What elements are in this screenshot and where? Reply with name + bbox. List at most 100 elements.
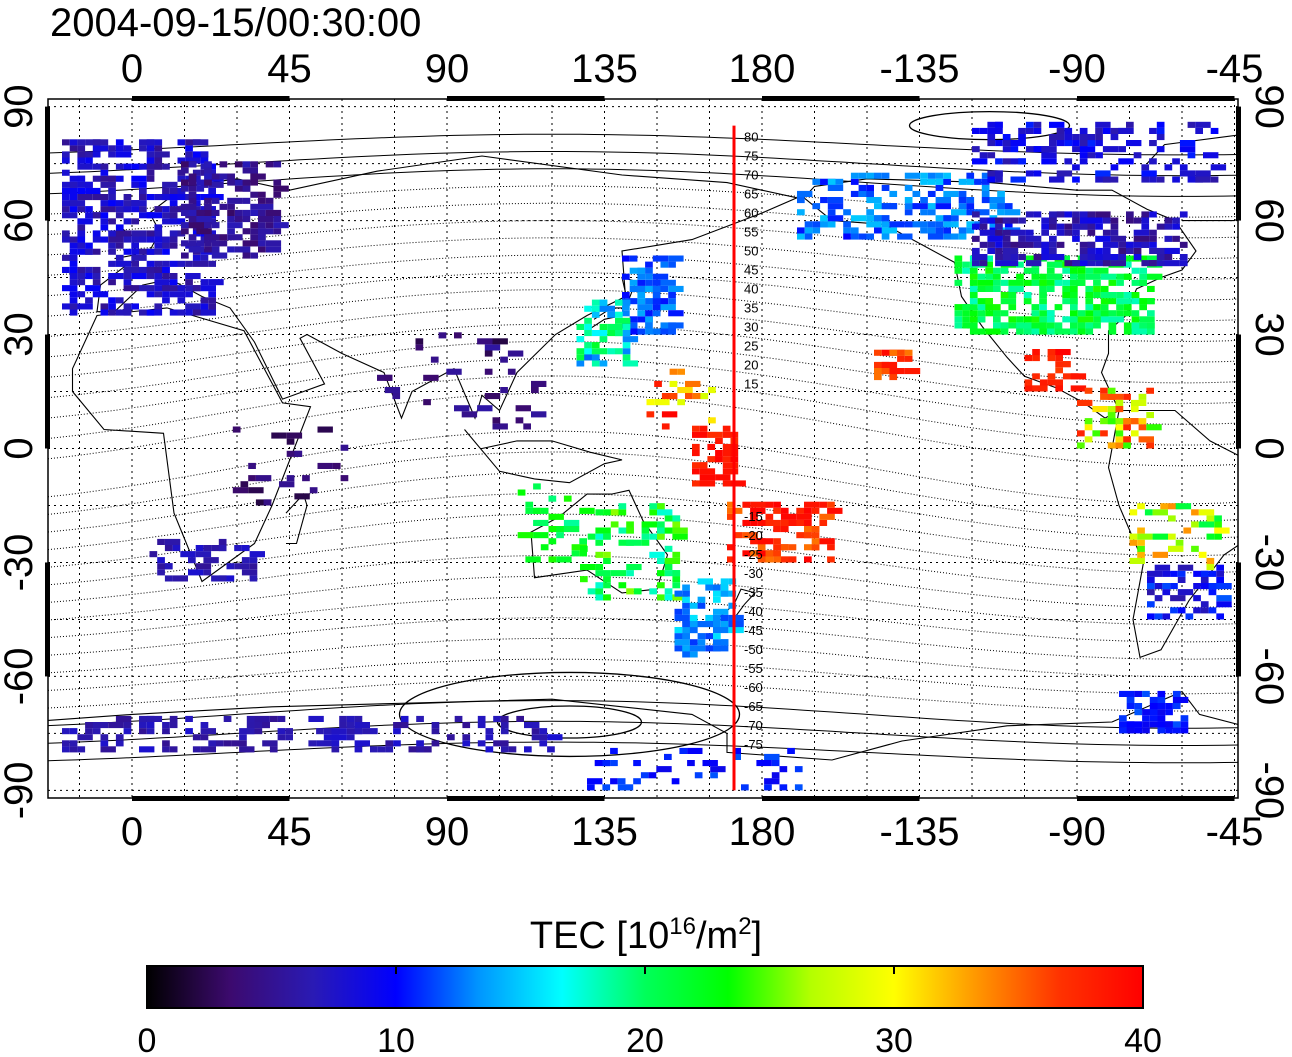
top-tick-label: 0 xyxy=(121,47,143,91)
tec-cell xyxy=(796,513,812,520)
contour-label-north: 35 xyxy=(744,301,758,316)
tec-cell xyxy=(987,152,996,159)
tec-cell xyxy=(92,230,101,237)
tec-cell xyxy=(265,197,274,204)
tec-cell xyxy=(1031,273,1040,280)
tec-cell xyxy=(108,175,116,182)
tec-cell xyxy=(92,279,101,286)
tec-cell xyxy=(108,230,124,237)
tec-cell xyxy=(146,273,155,280)
tec-cell xyxy=(255,475,272,482)
tec-cell xyxy=(234,545,242,552)
tec-cell xyxy=(169,309,178,316)
tec-cell xyxy=(188,179,197,186)
tec-cell xyxy=(146,194,155,201)
tec-cell xyxy=(1033,127,1042,134)
tec-cell xyxy=(188,173,197,180)
tec-cell xyxy=(591,354,600,361)
south-pole-contour xyxy=(398,671,741,758)
tec-cell xyxy=(533,483,541,490)
tec-cell xyxy=(242,167,258,174)
contour-label-south: -35 xyxy=(744,585,763,600)
tec-cell xyxy=(618,509,627,516)
tec-cell xyxy=(346,728,363,735)
tec-cell xyxy=(1002,241,1011,248)
tec-cell xyxy=(797,190,813,197)
tec-cell xyxy=(652,285,661,292)
tec-cell xyxy=(1085,328,1094,335)
tec-cell xyxy=(208,218,216,225)
tec-cell xyxy=(200,279,209,286)
tec-cell xyxy=(1070,273,1078,280)
contour-label-north: 40 xyxy=(744,282,758,297)
tec-cell xyxy=(192,734,201,741)
tec-cell xyxy=(1025,170,1034,177)
tec-cell xyxy=(1175,539,1184,546)
tec-cell xyxy=(580,576,588,583)
tec-cell xyxy=(750,507,766,514)
tec-cell xyxy=(1031,310,1040,317)
frame-bar-left xyxy=(45,334,50,449)
tec-cell xyxy=(664,545,673,552)
tec-cell xyxy=(1010,229,1026,236)
tec-cell xyxy=(249,575,258,582)
tec-cell xyxy=(154,273,163,280)
tec-cell xyxy=(69,254,78,261)
tec-cell xyxy=(185,273,201,280)
tec-cell xyxy=(484,350,493,357)
tec-cell xyxy=(241,545,250,552)
tec-cell xyxy=(169,260,178,267)
tec-cell xyxy=(920,209,928,216)
tec-cell xyxy=(273,191,282,198)
tec-cell xyxy=(1056,241,1065,248)
tec-cell xyxy=(423,399,431,406)
tec-cell xyxy=(146,151,155,158)
tec-cell xyxy=(181,167,189,174)
tec-cell xyxy=(617,778,626,785)
tec-cell xyxy=(100,224,109,231)
tec-cell xyxy=(1046,328,1055,335)
tec-cell xyxy=(1139,279,1147,286)
tec-cell xyxy=(100,181,116,188)
tec-cell xyxy=(1000,322,1009,329)
tec-cell xyxy=(897,233,913,240)
tec-cell xyxy=(827,556,835,563)
tec-cell xyxy=(943,178,951,185)
tec-cell xyxy=(1107,393,1124,400)
tec-cell xyxy=(1177,570,1186,577)
tec-cell xyxy=(742,501,751,508)
tec-cell xyxy=(1087,217,1103,224)
tec-cell xyxy=(812,227,821,234)
tec-cell xyxy=(100,309,109,316)
tec-cell xyxy=(1046,267,1055,274)
tec-cell xyxy=(1025,235,1042,242)
tec-cell xyxy=(1137,503,1145,510)
tec-cell xyxy=(1054,279,1063,286)
tec-cell xyxy=(615,317,631,324)
tec-cell xyxy=(995,223,1003,230)
tec-cell xyxy=(1126,121,1134,128)
tec-cell xyxy=(85,181,93,188)
tec-cell xyxy=(765,513,774,520)
tec-cell xyxy=(1146,412,1154,419)
tec-cell xyxy=(250,179,258,186)
tec-cell xyxy=(1216,570,1224,577)
magnetic-contour xyxy=(48,575,1238,626)
tec-cell xyxy=(185,145,193,152)
top-tick-label: 180 xyxy=(729,47,796,91)
tec-cell xyxy=(1064,211,1073,218)
tec-cell xyxy=(591,342,600,349)
tec-cell xyxy=(1191,545,1199,552)
tec-cell xyxy=(195,563,212,570)
tec-cell xyxy=(972,223,980,230)
coastline-segment xyxy=(1107,409,1238,659)
tec-cell xyxy=(265,246,282,253)
tec-cell xyxy=(1092,430,1101,437)
tec-cell xyxy=(850,190,859,197)
tec-cell xyxy=(218,538,227,545)
tec-cell xyxy=(1070,322,1078,329)
tec-cell xyxy=(540,544,549,551)
tec-cell xyxy=(108,236,124,243)
tec-cell xyxy=(1191,521,1199,528)
tec-cell xyxy=(1179,140,1196,147)
